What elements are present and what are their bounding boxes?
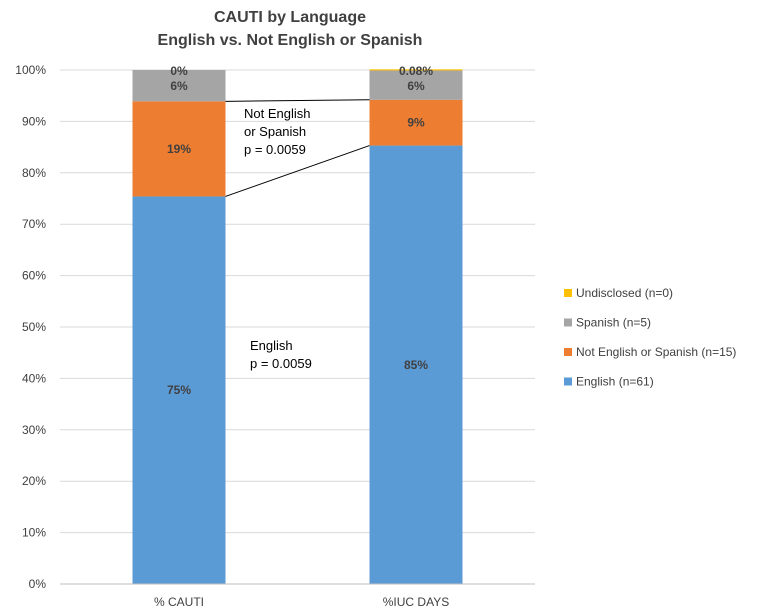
annotation-line: p = 0.0059 xyxy=(244,142,306,157)
y-tick-label: 10% xyxy=(22,526,46,540)
data-label: 0% xyxy=(170,64,188,78)
legend-label: Undisclosed (n=0) xyxy=(576,286,673,300)
legend-swatch xyxy=(564,348,572,356)
x-axis: % CAUTI %IUC DAYS xyxy=(60,583,535,609)
y-tick-label: 100% xyxy=(15,63,46,77)
chart-subtitle: English vs. Not English or Spanish xyxy=(158,32,423,49)
y-tick-label: 40% xyxy=(22,371,46,385)
legend-item: Spanish (n=5) xyxy=(564,316,651,330)
annotation: English p = 0.0059 xyxy=(250,338,312,371)
x-tick-label: % CAUTI xyxy=(154,595,204,609)
data-label: 75% xyxy=(167,383,191,397)
legend-swatch xyxy=(564,289,572,297)
y-tick-label: 50% xyxy=(22,320,46,334)
data-label: 19% xyxy=(167,142,191,156)
legend-item: Not English or Spanish (n=15) xyxy=(564,345,736,359)
bar-segment xyxy=(369,70,463,100)
y-tick-label: 60% xyxy=(22,269,46,283)
connector-lines xyxy=(225,99,370,197)
legend-label: English (n=61) xyxy=(576,375,654,389)
annotation-line: p = 0.0059 xyxy=(250,356,312,371)
legend-swatch xyxy=(564,377,572,386)
bars: 75%19%6%0%85%9%6%0.08% xyxy=(132,64,463,585)
bar-segment xyxy=(369,145,463,585)
annotation: Not English or Spanish p = 0.0059 xyxy=(244,106,310,157)
bar-segment xyxy=(132,101,226,197)
y-tick-label: 80% xyxy=(22,166,46,180)
legend-item: Undisclosed (n=0) xyxy=(564,286,673,300)
annotation-line: English xyxy=(250,338,293,353)
chart-title: CAUTI by Language xyxy=(214,9,366,26)
x-tick-label: %IUC DAYS xyxy=(383,595,449,609)
data-label: 9% xyxy=(407,116,425,130)
legend-label: Spanish (n=5) xyxy=(576,316,651,330)
annotation-line: or Spanish xyxy=(244,124,306,139)
y-axis: 0% 10% 20% 30% 40% 50% 60% 70% 80% 90% 100% xyxy=(15,63,46,591)
data-label: 85% xyxy=(404,358,428,372)
data-label: 0.08% xyxy=(399,64,433,78)
connector-line xyxy=(225,99,370,102)
annotations: Not English or Spanish p = 0.0059 English p … xyxy=(244,106,312,371)
y-tick-label: 30% xyxy=(22,423,46,437)
bar-segment xyxy=(132,196,226,584)
legend: Undisclosed (n=0) Spanish (n=5) Not Englis… xyxy=(564,286,736,389)
y-tick-label: 20% xyxy=(22,474,46,488)
data-label: 6% xyxy=(170,79,188,93)
data-label: 6% xyxy=(407,79,425,93)
legend-item: English (n=61) xyxy=(564,375,654,389)
legend-swatch xyxy=(564,318,572,327)
y-tick-label: 90% xyxy=(22,114,46,128)
bar-segment xyxy=(132,70,226,102)
y-tick-label: 70% xyxy=(22,217,46,231)
bar-segment xyxy=(369,99,463,146)
connector-line xyxy=(225,145,370,197)
annotation-line: Not English xyxy=(244,106,310,121)
y-tick-label: 0% xyxy=(29,577,47,591)
bar-segment xyxy=(369,69,463,71)
legend-label: Not English or Spanish (n=15) xyxy=(576,345,736,359)
